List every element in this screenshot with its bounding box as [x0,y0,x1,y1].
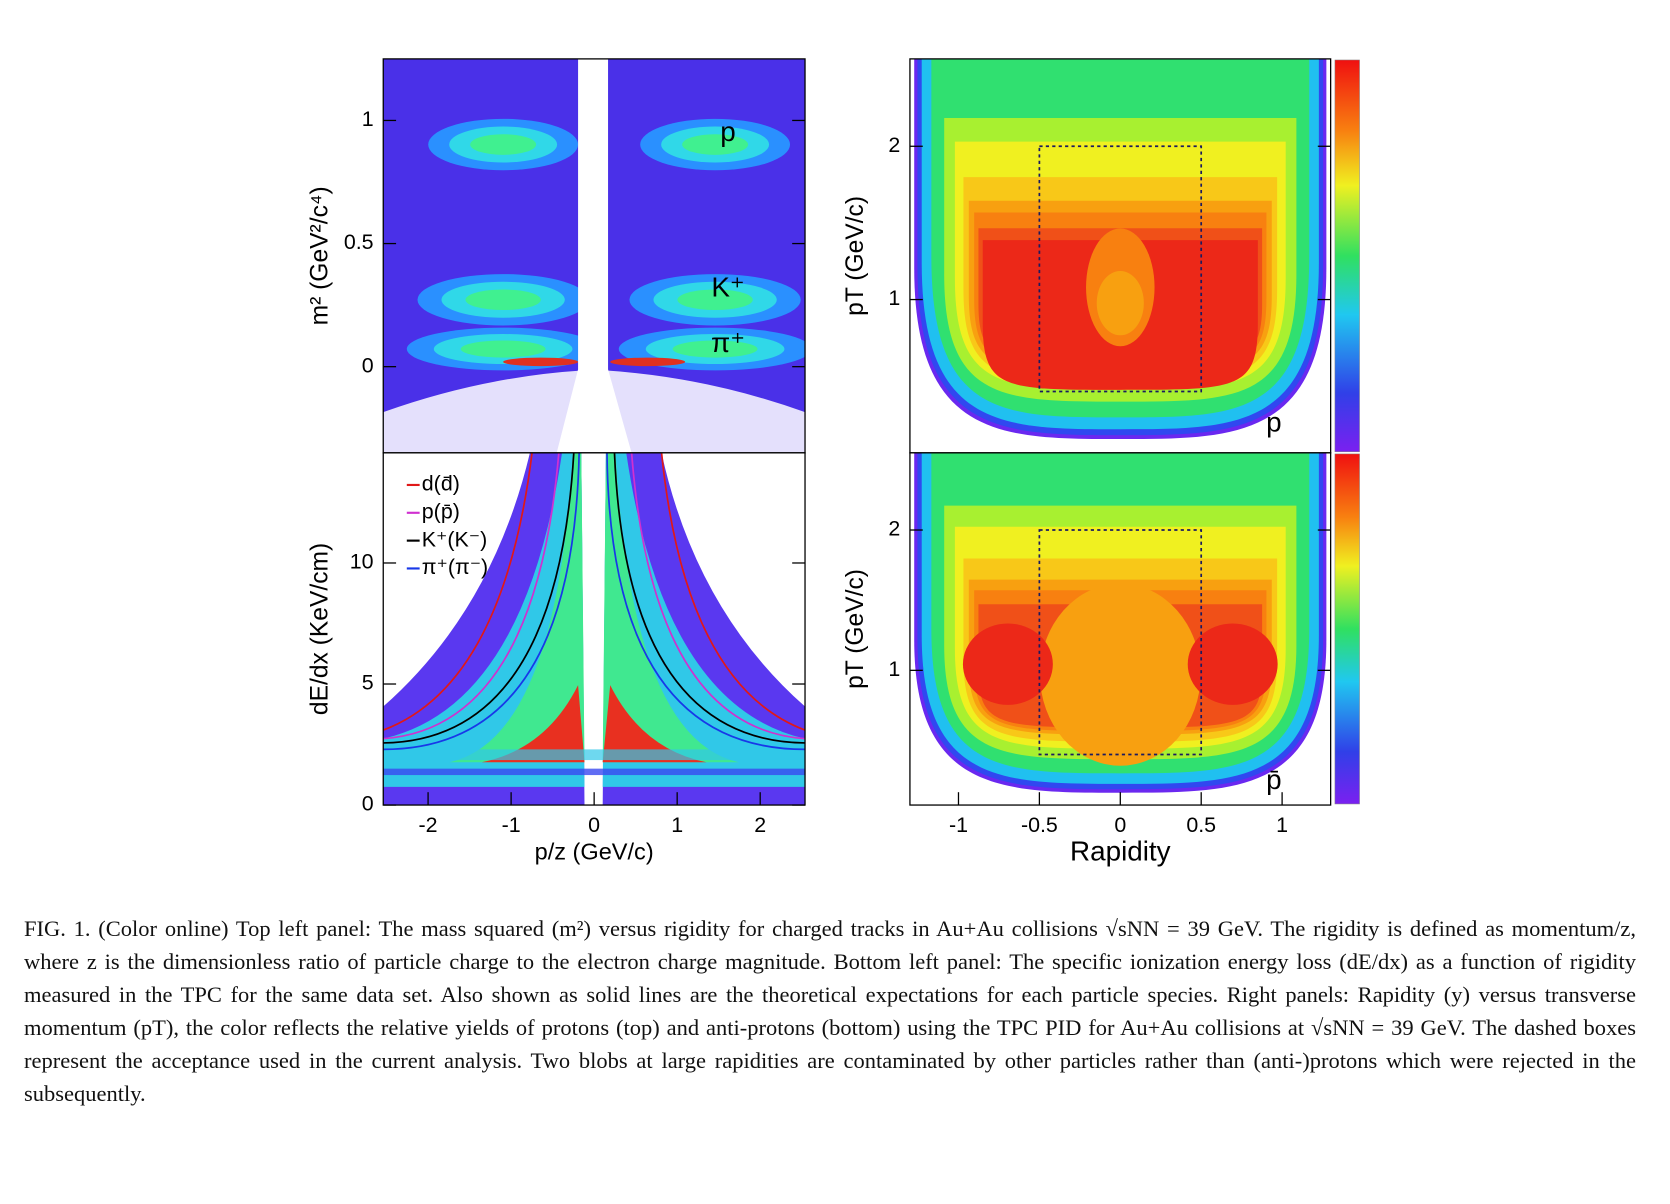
y-tick-label: 0.5 [344,230,374,254]
heatmap-band [460,340,546,358]
heatmap-band [383,749,806,761]
x-tick-label: -1 [502,813,521,837]
heatmap-core [503,357,579,367]
y-axis-label: pT (GeV/c) [842,196,869,316]
x-tick-label: 0.5 [1186,813,1216,837]
annotation: p [720,116,735,147]
legend-label: p(p̄) [422,499,460,523]
theory-curve [383,452,806,744]
legend-label: K⁺(K⁻) [422,527,487,551]
y-tick-label: 2 [888,133,900,157]
heatmap-band [383,768,806,776]
heatmap-blob [1187,623,1278,705]
legend-label: π⁺(π⁻) [422,555,488,579]
annotation: p̄ [1266,764,1281,795]
heatmap [383,452,806,806]
y-tick-label: 1 [888,286,900,310]
heatmap-core [610,357,686,367]
x-tick-label: 0 [1114,813,1126,837]
x-axis-label: Rapidity [1070,836,1171,867]
y-tick-label: 1 [888,657,900,681]
heatmap-dip [1040,583,1201,766]
colorbar [1334,453,1360,805]
y-tick-label: 1 [362,107,374,131]
x-tick-label: -1 [949,813,968,837]
x-tick-label: 1 [671,813,683,837]
heatmap-band [677,289,753,311]
theory-curve [383,452,806,740]
y-tick-label: 5 [362,671,374,695]
y-axis-label: dE/dx (KeV/cm) [307,543,334,715]
legend-label: d(d̄) [422,472,460,496]
x-tick-label: 2 [754,813,766,837]
annotation: K⁺ [711,271,744,302]
x-tick-label: 0 [588,813,600,837]
y-tick-label: 0 [362,792,374,816]
y-tick-label: 2 [888,517,900,541]
heatmap-dip [1096,271,1144,336]
y-axis-label: m² (GeV²/c⁴) [307,186,334,325]
annotation: p [1266,406,1281,437]
x-tick-label: -2 [419,813,438,837]
acceptance-box [1038,145,1203,393]
x-axis-label: p/z (GeV/c) [535,838,654,864]
heatmap-band [470,134,537,155]
figure-caption: FIG. 1. (Color online) Top left panel: T… [24,916,1636,1106]
heatmap-blob [962,623,1053,705]
heatmap-band [465,289,541,311]
heatmap-band [672,340,758,358]
heatmap [909,452,1331,806]
heatmap-gap [556,58,632,453]
heatmap-band [682,134,749,155]
theory-curve [383,452,806,751]
heatmap [383,58,806,453]
x-tick-label: -0.5 [1021,813,1058,837]
x-tick-label: 1 [1276,813,1288,837]
y-tick-label: 0 [362,353,374,377]
colorbar [1334,59,1360,453]
theory-curve [383,452,806,731]
y-axis-label: pT (GeV/c) [842,569,869,689]
heatmap-core [481,685,707,763]
annotation: π⁺ [711,327,745,358]
y-tick-label: 10 [350,550,374,574]
heatmap [909,58,1331,453]
